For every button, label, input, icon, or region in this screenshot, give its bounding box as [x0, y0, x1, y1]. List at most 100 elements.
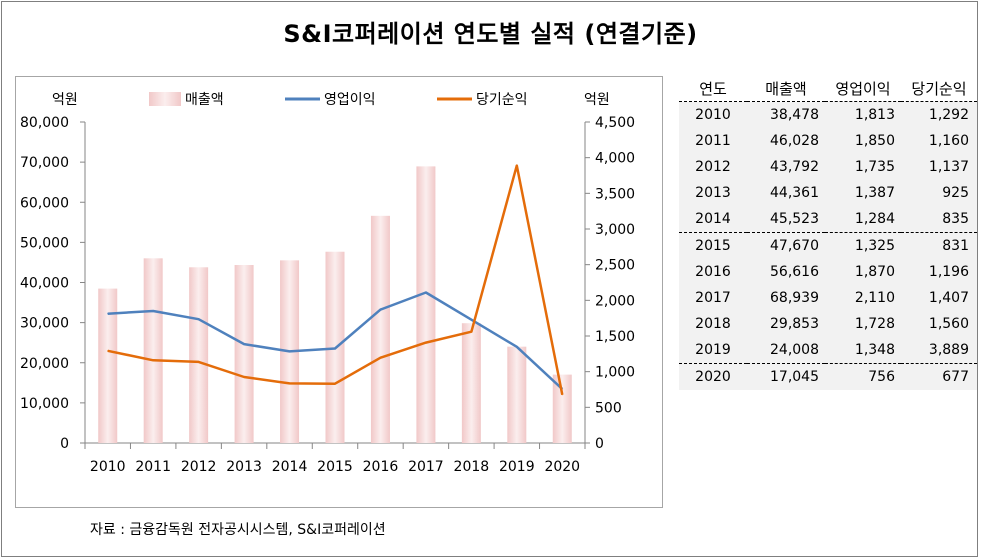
cell-net-income: 835	[942, 211, 969, 227]
cell-net-income: 1,160	[928, 133, 969, 149]
operating-income-line-point	[289, 350, 291, 352]
operating-income-line-point	[243, 343, 245, 345]
x-tick-label: 2017	[408, 459, 444, 475]
legend-label-operating: 영업이익	[324, 92, 376, 108]
cell-year: 2017	[695, 290, 731, 306]
table-header-row: 연도 매출액 영업이익 당기순익	[679, 76, 977, 102]
table-header-net-income: 당기순익	[901, 76, 977, 102]
cell-operating-income: 1,850	[854, 133, 895, 149]
cell-operating-income: 1,813	[854, 107, 895, 123]
legend-label-revenue: 매출액	[185, 92, 224, 108]
left-tick-label: 20,000	[20, 356, 69, 372]
revenue-bar	[189, 267, 209, 443]
cell-operating-income: 2,110	[854, 290, 895, 306]
cell-operating-income: 756	[825, 363, 901, 390]
x-tick-label: 2013	[226, 459, 262, 475]
x-tick-label: 2011	[135, 459, 171, 475]
table-row: 2020 17,045 756 677	[679, 363, 977, 390]
cell-operating-income: 1,325	[825, 232, 901, 259]
net-income-line-point	[516, 165, 518, 167]
right-tick-label: 3,000	[595, 222, 635, 238]
cell-revenue: 47,670	[747, 232, 825, 259]
cell-operating-income: 1,284	[854, 211, 895, 227]
net-income-line-point	[470, 331, 472, 333]
cell-year: 2013	[695, 185, 731, 201]
x-tick-label: 2010	[90, 459, 126, 475]
cell-year: 2012	[695, 159, 731, 175]
left-tick-label: 10,000	[20, 396, 69, 412]
revenue-bar	[98, 288, 118, 443]
right-tick-label: 2,500	[595, 258, 635, 274]
x-tick-label: 2012	[181, 459, 217, 475]
cell-revenue: 29,853	[770, 316, 819, 332]
data-table: 연도 매출액 영업이익 당기순익 2010 38,478 1,813 1,292 201…	[679, 76, 977, 390]
net-income-line-point	[289, 382, 291, 384]
table-row: 2015 47,670 1,325 831	[679, 232, 977, 259]
right-axis-unit: 억원	[584, 92, 610, 108]
cell-operating-income: 1,870	[854, 264, 895, 280]
legend-swatch-revenue	[149, 92, 181, 106]
operating-income-line-point	[516, 346, 518, 348]
right-tick-label: 4,000	[595, 151, 635, 167]
table-header-year: 연도	[679, 76, 747, 102]
cell-net-income: 677	[901, 363, 977, 390]
cell-year: 2014	[695, 211, 731, 227]
cell-net-income: 1,292	[928, 107, 969, 123]
table-row: 2017 68,939 2,110 1,407	[679, 285, 977, 311]
cell-net-income: 831	[901, 232, 977, 259]
table-header-operating-income: 영업이익	[825, 76, 901, 102]
table-row: 2016 56,616 1,870 1,196	[679, 259, 977, 285]
cell-revenue: 43,792	[770, 159, 819, 175]
operating-income-line-point	[198, 318, 200, 320]
cell-year: 2020	[679, 363, 747, 390]
cell-revenue: 68,939	[770, 290, 819, 306]
cell-net-income: 1,196	[928, 264, 969, 280]
x-tick-label: 2016	[363, 459, 399, 475]
cell-year: 2015	[679, 232, 747, 259]
left-tick-label: 50,000	[20, 235, 69, 251]
cell-operating-income: 1,735	[854, 159, 895, 175]
x-tick-label: 2019	[499, 459, 535, 475]
left-tick-label: 70,000	[20, 155, 69, 171]
cell-net-income: 3,889	[928, 342, 969, 358]
revenue-bar	[143, 258, 163, 443]
cell-net-income: 925	[942, 185, 969, 201]
operating-income-line-point	[152, 310, 154, 312]
cell-net-income: 1,407	[928, 290, 969, 306]
net-income-line-point	[243, 376, 245, 378]
left-tick-label: 0	[60, 436, 69, 452]
cell-revenue: 24,008	[770, 342, 819, 358]
cell-operating-income: 1,348	[854, 342, 895, 358]
net-income-line-point	[334, 383, 336, 385]
right-tick-label: 1,000	[595, 365, 635, 381]
chart-area	[15, 76, 663, 508]
source-note: 자료 : 금융감독원 전자공시시스템, S&I코퍼레이션	[90, 522, 386, 538]
x-tick-label: 2014	[272, 459, 308, 475]
legend-label-net: 당기순익	[476, 92, 528, 108]
right-tick-label: 2,000	[595, 293, 635, 309]
table-row: 2018 29,853 1,728 1,560	[679, 311, 977, 337]
cell-revenue: 44,361	[770, 185, 819, 201]
revenue-bar	[552, 374, 572, 443]
cell-operating-income: 1,387	[854, 185, 895, 201]
operating-income-line-point	[425, 291, 427, 293]
left-axis-unit: 억원	[52, 92, 78, 108]
net-income-line-point	[198, 361, 200, 363]
table-row: 2014 45,523 1,284 835	[679, 206, 977, 233]
cell-year: 2016	[695, 264, 731, 280]
cell-year: 2010	[695, 107, 731, 123]
left-tick-label: 80,000	[20, 115, 69, 131]
table-row: 2010 38,478 1,813 1,292	[679, 102, 977, 129]
cell-revenue: 56,616	[770, 264, 819, 280]
page-title: S&I코퍼레이션 연도별 실적 (연결기준)	[283, 20, 698, 48]
operating-income-line-point	[107, 313, 109, 315]
table-header-revenue: 매출액	[747, 76, 825, 102]
revenue-bar	[370, 215, 390, 443]
cell-revenue: 46,028	[770, 133, 819, 149]
operating-income-line-point	[379, 309, 381, 311]
revenue-bar	[461, 323, 481, 443]
x-tick-label: 2015	[317, 459, 353, 475]
table-row: 2013 44,361 1,387 925	[679, 180, 977, 206]
